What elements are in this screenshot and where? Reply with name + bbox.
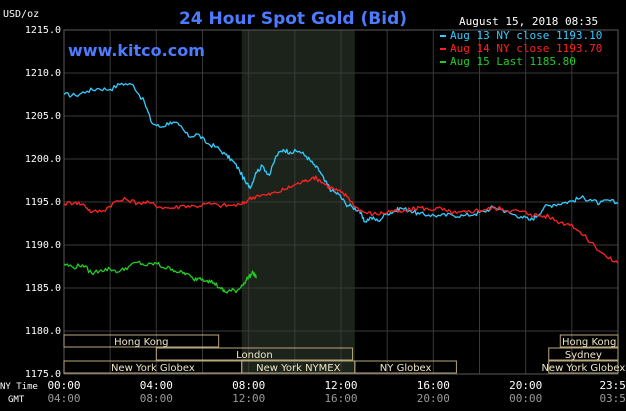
y-tick-label: 1205.0 [25, 111, 61, 122]
market-session-label: New York Globex [541, 363, 625, 374]
y-tick-label: 1210.0 [25, 68, 61, 79]
x-tick-label-ny: 08:00 [232, 379, 265, 392]
market-session-label: Hong Kong [562, 337, 616, 348]
market-session-bar [63, 334, 220, 348]
x-tick-label-ny: 16:00 [417, 379, 450, 392]
x-tick-label-gmt: 16:00 [324, 392, 357, 405]
y-tick-label: 1185.0 [25, 283, 61, 294]
x-tick-label-ny: 00:00 [47, 379, 80, 392]
x-tick-label-gmt: 03:59 [599, 392, 626, 405]
y-tick-label: 1190.0 [25, 240, 61, 251]
y-tick-label: 1175.0 [25, 369, 61, 380]
x-tick-label-ny: 23:59 [599, 379, 626, 392]
market-session-label: Sydney [565, 350, 602, 361]
x-tick-label-gmt: 20:00 [417, 392, 450, 405]
x-tick-label-gmt: 04:00 [47, 392, 80, 405]
market-session-bar [559, 334, 619, 348]
series-line-3 [63, 260, 257, 294]
x-tick-label-gmt: 00:00 [509, 392, 542, 405]
x-axis-row-label-gmt: GMT [8, 395, 25, 405]
market-session-bar [155, 347, 354, 361]
series-line-2 [63, 175, 619, 264]
y-axis-unit-label: USD/oz [3, 9, 39, 20]
y-tick-label: 1195.0 [25, 197, 61, 208]
legend-entry: Aug 13 NY close 1193.10 [450, 29, 602, 42]
x-axis-row-label-ny: NY Time [0, 382, 38, 392]
market-session-label: London [236, 350, 273, 361]
plot-frame [63, 29, 619, 375]
x-tick-label-ny: 20:00 [509, 379, 542, 392]
market-session-label: Hong Kong [114, 337, 168, 348]
market-session-label: New York NYMEX [256, 363, 341, 374]
x-tick-label-ny: 04:00 [140, 379, 173, 392]
market-session-label: New York Globex [111, 363, 195, 374]
x-tick-label-gmt: 12:00 [232, 392, 265, 405]
x-tick-label-ny: 12:00 [324, 379, 357, 392]
legend-entry: Aug 15 Last 1185.80 [450, 55, 576, 68]
watermark: www.kitco.com [68, 41, 205, 60]
market-session-label: NY Globex [380, 363, 432, 374]
chart-title: 24 Hour Spot Gold (Bid) [179, 9, 407, 29]
y-tick-label: 1180.0 [25, 326, 61, 337]
x-tick-label-gmt: 08:00 [140, 392, 173, 405]
y-tick-label: 1200.0 [25, 154, 61, 165]
market-session-bar [354, 360, 457, 374]
legend-entry: Aug 14 NY close 1193.70 [450, 42, 602, 55]
timestamp: August 15, 2018 08:35 [459, 15, 598, 28]
market-session-bar [548, 347, 619, 361]
series-line-1 [63, 82, 619, 223]
y-tick-label: 1215.0 [25, 25, 61, 36]
market-session-bar [548, 360, 619, 374]
